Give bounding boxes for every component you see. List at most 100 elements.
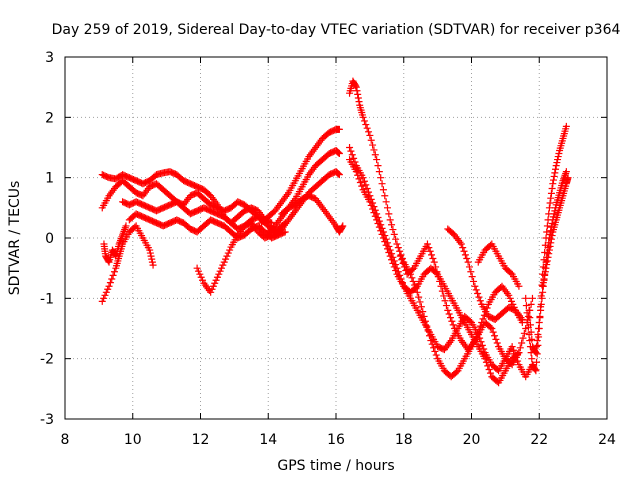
data-point xyxy=(390,263,398,271)
data-point xyxy=(547,194,555,202)
x-tick-label: 12 xyxy=(192,432,210,448)
data-point xyxy=(400,263,408,271)
data-point xyxy=(520,329,528,337)
data-point xyxy=(515,349,523,357)
data-point xyxy=(104,285,112,293)
data-point xyxy=(408,274,416,282)
series-track-k xyxy=(278,192,347,236)
data-point xyxy=(488,325,496,332)
data-point xyxy=(426,247,434,255)
y-tick-label: -3 xyxy=(40,412,54,428)
data-point xyxy=(363,185,371,193)
data-point xyxy=(533,343,541,351)
data-point xyxy=(386,216,394,224)
data-point xyxy=(335,125,343,133)
data-point xyxy=(444,306,452,314)
data-point xyxy=(367,136,375,144)
data-point xyxy=(508,343,516,351)
data-point xyxy=(537,300,545,308)
data-point xyxy=(553,159,561,167)
data-point xyxy=(539,282,547,290)
data-point xyxy=(370,146,378,154)
data-point xyxy=(378,180,386,188)
data-point xyxy=(479,315,487,323)
data-marks xyxy=(98,77,572,387)
data-point xyxy=(111,251,119,259)
data-point xyxy=(492,335,500,343)
data-point xyxy=(475,326,483,334)
data-point xyxy=(394,244,402,252)
data-point xyxy=(281,228,289,236)
data-point xyxy=(474,329,482,337)
data-point xyxy=(358,182,366,190)
data-point xyxy=(430,344,438,352)
data-point xyxy=(215,270,223,278)
data-point xyxy=(527,328,535,336)
data-point xyxy=(360,177,368,185)
data-point xyxy=(98,297,106,305)
data-point xyxy=(392,267,400,275)
data-point xyxy=(193,264,201,272)
x-tick-label: 14 xyxy=(259,432,277,448)
data-point xyxy=(535,318,543,326)
data-point xyxy=(543,222,551,230)
data-point xyxy=(409,277,417,285)
series-track-a xyxy=(98,168,269,227)
data-point xyxy=(493,339,501,347)
data-point xyxy=(433,268,441,276)
data-point xyxy=(471,282,479,290)
data-point xyxy=(534,331,542,339)
data-point xyxy=(522,294,530,302)
x-tick-label: 10 xyxy=(124,432,142,448)
data-point xyxy=(219,261,227,269)
data-point xyxy=(545,250,553,258)
data-point xyxy=(475,293,483,301)
data-point xyxy=(353,87,361,95)
data-point xyxy=(211,279,219,287)
data-point xyxy=(108,275,116,283)
data-point xyxy=(355,175,363,183)
data-point xyxy=(464,258,472,266)
data-point xyxy=(551,169,559,177)
data-point xyxy=(223,252,231,260)
data-point xyxy=(436,277,444,285)
data-point xyxy=(525,306,533,314)
data-point xyxy=(374,220,382,228)
data-point xyxy=(449,321,457,329)
data-point xyxy=(352,82,360,90)
data-point xyxy=(538,294,546,302)
data-point xyxy=(539,279,547,287)
data-point xyxy=(552,162,560,170)
data-point xyxy=(536,312,544,320)
data-point xyxy=(383,204,391,212)
x-tick-label: 22 xyxy=(530,432,548,448)
data-point xyxy=(476,322,484,330)
data-point xyxy=(399,259,407,267)
data-point xyxy=(335,149,343,157)
data-point xyxy=(220,258,228,266)
data-point xyxy=(485,366,493,374)
data-point xyxy=(375,168,383,176)
data-point xyxy=(545,246,553,254)
data-point xyxy=(545,204,553,212)
data-point xyxy=(370,209,378,217)
data-point xyxy=(514,357,522,365)
series-track-t xyxy=(539,174,572,290)
data-point xyxy=(396,252,404,260)
data-point xyxy=(197,273,205,281)
data-point xyxy=(379,186,387,194)
data-point xyxy=(470,277,478,285)
data-point xyxy=(101,291,109,299)
data-point xyxy=(489,328,497,336)
data-point xyxy=(208,285,216,293)
series-track-l xyxy=(346,77,536,381)
data-point xyxy=(537,306,545,314)
data-point xyxy=(362,121,370,129)
data-point xyxy=(355,98,363,106)
data-point xyxy=(105,282,113,290)
data-point xyxy=(524,312,532,320)
data-point xyxy=(382,241,390,249)
data-point xyxy=(547,239,555,247)
data-point xyxy=(526,321,534,329)
